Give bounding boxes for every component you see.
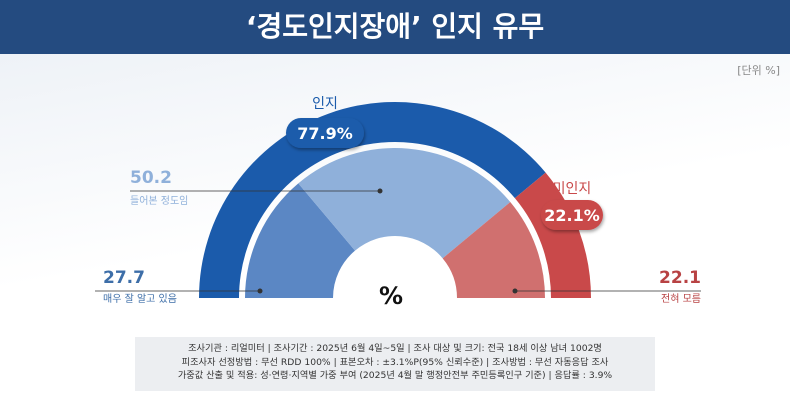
outer-unaware-value: 22.1% xyxy=(544,206,600,225)
outer-category-unaware: 미인지 xyxy=(553,181,592,197)
leader-very-well-known-dot xyxy=(257,288,263,294)
outer-aware-value: 77.9% xyxy=(297,124,353,143)
inner-slice-heard-of-category: 들어본 정도임 xyxy=(130,194,188,207)
footnote-line-3: 가중값 산출 및 적용: 성·연령·지역별 가중 부여 (2025년 4월 말 … xyxy=(177,370,613,381)
inner-slice-heard-of-value: 50.2 xyxy=(130,168,172,188)
survey-footnote: 조사기관 : 리얼미터 | 조사기간 : 2025년 6월 4일~5일 | 조사… xyxy=(135,337,655,391)
leader-not-known-dot xyxy=(512,288,518,294)
outer-aware-pill-bg xyxy=(286,118,364,148)
footnote-line-2: 피조사자 선정방법 : 무선 RDD 100% | 표본오차 : ±3.1%P(… xyxy=(181,356,609,368)
inner-slice-very-well-known-value: 27.7 xyxy=(103,268,145,288)
outer-unaware-pill: 22.1% xyxy=(541,200,603,230)
inner-slice-very-well-known-category: 매우 잘 알고 있음 xyxy=(103,293,177,305)
outer-aware-pill: 77.9% xyxy=(286,118,364,148)
outer-slice-aware xyxy=(199,101,546,298)
inner-slice-heard-of xyxy=(298,147,511,259)
unit-label: [단위 %] xyxy=(737,64,780,77)
inner-slice-not-known-category: 전혀 모름 xyxy=(661,293,701,305)
outer-category-aware: 인지 xyxy=(312,96,338,112)
footnote-line-1: 조사기관 : 리얼미터 | 조사기간 : 2025년 6월 4일~5일 | 조사… xyxy=(188,343,602,354)
inner-slice-not-known xyxy=(442,202,545,298)
outer-unaware-pill-bg xyxy=(541,200,603,230)
outer-slice-unaware xyxy=(514,172,591,298)
center-percent-label: % xyxy=(379,282,403,310)
inner-slice-very-well-known xyxy=(245,183,356,298)
leader-heard-of-dot xyxy=(377,188,383,194)
page-title: ‘경도인지장애’ 인지 유무 xyxy=(245,10,545,43)
header-bar xyxy=(0,0,790,54)
inner-slice-not-known-value: 22.1 xyxy=(659,268,701,288)
